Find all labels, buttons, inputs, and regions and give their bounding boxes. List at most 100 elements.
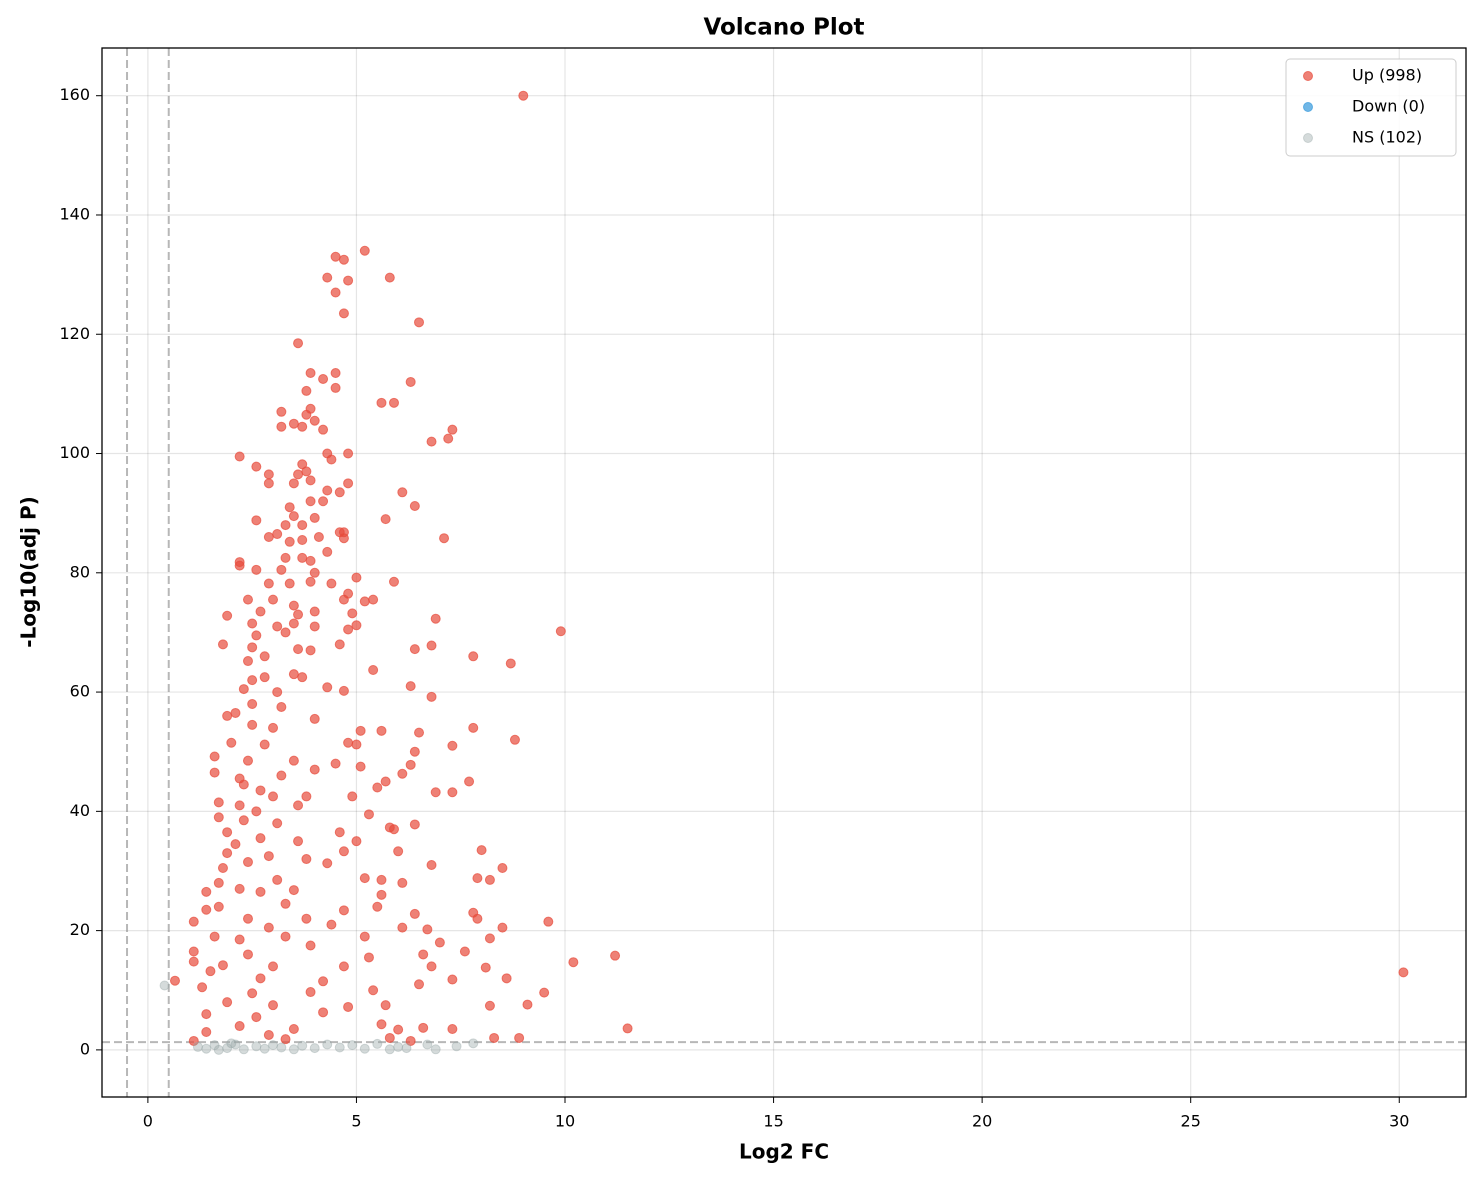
data-point — [284, 578, 295, 589]
data-point — [305, 496, 316, 507]
data-point — [476, 845, 487, 856]
y-tick-label: 160 — [59, 85, 90, 104]
data-point — [363, 952, 374, 963]
legend-marker — [1303, 102, 1313, 112]
data-point — [230, 839, 241, 850]
data-point — [272, 874, 283, 885]
data-point — [409, 501, 420, 512]
data-point — [201, 904, 212, 915]
data-point — [209, 751, 220, 762]
data-point — [405, 759, 416, 770]
data-point — [347, 1040, 358, 1051]
data-point — [397, 877, 408, 888]
data-point — [255, 886, 266, 897]
data-point — [297, 1040, 308, 1051]
data-point — [338, 254, 349, 265]
data-point — [393, 846, 404, 857]
data-point — [426, 691, 437, 702]
data-point — [347, 608, 358, 619]
data-point — [309, 415, 320, 426]
data-point — [213, 1044, 224, 1055]
data-point — [459, 946, 470, 957]
data-point — [484, 933, 495, 944]
data-point — [247, 642, 258, 653]
data-point — [272, 818, 283, 829]
data-point — [284, 536, 295, 547]
data-point — [368, 594, 379, 605]
data-point — [355, 761, 366, 772]
data-point — [468, 722, 479, 733]
data-point — [205, 966, 216, 977]
data-point — [272, 621, 283, 632]
data-point — [242, 656, 253, 667]
data-point — [234, 800, 245, 811]
data-point — [318, 976, 329, 987]
legend-marker — [1303, 133, 1313, 143]
data-point — [497, 862, 508, 873]
data-point — [188, 916, 199, 927]
data-point — [255, 785, 266, 796]
data-point — [388, 576, 399, 587]
data-point — [268, 1000, 279, 1011]
data-point — [322, 682, 333, 693]
data-point — [405, 1035, 416, 1046]
data-point — [159, 980, 170, 991]
data-point — [447, 740, 458, 751]
data-point — [280, 552, 291, 563]
data-point — [338, 961, 349, 972]
data-point — [293, 338, 304, 349]
data-point — [338, 685, 349, 696]
legend-label: Down (0) — [1352, 97, 1425, 116]
data-point — [288, 511, 299, 522]
data-point — [263, 851, 274, 862]
data-point — [259, 1043, 270, 1054]
data-point — [343, 478, 354, 489]
data-point — [305, 645, 316, 656]
data-point — [380, 776, 391, 787]
data-point — [330, 758, 341, 769]
data-point — [293, 609, 304, 620]
data-point — [414, 317, 425, 328]
data-point — [217, 960, 228, 971]
data-point — [380, 514, 391, 525]
data-point — [293, 469, 304, 480]
data-point — [222, 610, 233, 621]
y-tick-label: 120 — [59, 324, 90, 343]
data-point — [355, 725, 366, 736]
data-point — [305, 368, 316, 379]
data-point — [288, 418, 299, 429]
data-point — [309, 713, 320, 724]
data-point — [376, 725, 387, 736]
data-point — [197, 982, 208, 993]
data-point — [318, 1007, 329, 1018]
data-point — [539, 987, 550, 998]
data-point — [426, 436, 437, 447]
data-point — [305, 475, 316, 486]
data-point — [301, 409, 312, 420]
data-point — [293, 800, 304, 811]
x-tick-label: 10 — [555, 1112, 575, 1131]
data-point — [509, 734, 520, 745]
data-point — [330, 287, 341, 298]
data-point — [318, 496, 329, 507]
data-point — [318, 373, 329, 384]
data-point — [201, 886, 212, 897]
data-point — [213, 812, 224, 823]
data-point — [242, 949, 253, 960]
data-point — [251, 1041, 262, 1052]
data-point — [334, 1042, 345, 1053]
data-point — [338, 533, 349, 544]
data-point — [326, 578, 337, 589]
data-point — [397, 487, 408, 498]
data-point — [238, 779, 249, 790]
data-point — [288, 755, 299, 766]
data-point — [418, 1022, 429, 1033]
data-point — [280, 1034, 291, 1045]
data-point — [242, 857, 253, 868]
data-point — [297, 520, 308, 531]
data-point — [468, 651, 479, 662]
legend-box — [1285, 58, 1457, 157]
data-point — [305, 576, 316, 587]
data-point — [293, 644, 304, 655]
data-point — [230, 707, 241, 718]
